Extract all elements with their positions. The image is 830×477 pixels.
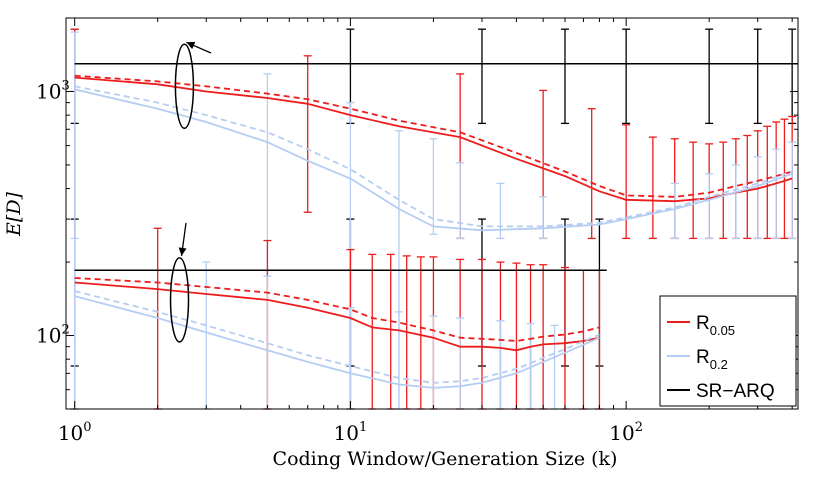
y-tick-exponent: 2 — [61, 323, 69, 338]
annotation-arrowhead-1 — [178, 247, 187, 256]
legend-label-main: SR−ARQ — [696, 381, 775, 402]
series-line-9 — [74, 290, 600, 384]
legend-label-subscript: 0.2 — [710, 357, 728, 372]
x-tick-exponent: 1 — [359, 420, 367, 435]
series-layer — [70, 28, 798, 410]
series-line-5 — [74, 85, 793, 228]
x-axis-label: Coding Window/Generation Size (k) — [273, 448, 618, 470]
legend-label-subscript: 0.05 — [710, 323, 735, 338]
y-tick-base: 10 — [36, 79, 61, 103]
annotation-layer — [169, 41, 212, 343]
x-tick-exponent: 2 — [635, 420, 643, 435]
legend-label-main: R — [696, 347, 710, 368]
y-axis-label: E[D] — [3, 191, 25, 237]
y-tick-base: 10 — [36, 324, 61, 348]
legend-label-2: SR−ARQ — [696, 381, 775, 402]
x-tick-exponent: 0 — [83, 420, 91, 435]
legend-label-main: R — [696, 313, 710, 334]
annotation-ellipse-1 — [169, 257, 190, 343]
x-tick-base: 10 — [334, 421, 359, 445]
y-tick-label-1: 103 — [36, 78, 70, 103]
annotation-ellipse-0 — [174, 43, 195, 130]
series-line-4 — [74, 88, 793, 232]
errorbar-group-8 — [70, 237, 559, 410]
x-tick-base: 10 — [609, 421, 634, 445]
legend-label-1: R0.2 — [696, 347, 728, 372]
series-line-6 — [74, 281, 600, 352]
legend-box — [659, 295, 797, 407]
x-tick-label-2: 102 — [609, 420, 643, 445]
y-tick-exponent: 3 — [61, 78, 69, 93]
x-tick-base: 10 — [58, 421, 83, 445]
series-line-7 — [74, 277, 600, 342]
annotation-arrowhead-0 — [186, 41, 196, 50]
y-tick-label-0: 102 — [36, 323, 70, 348]
series-line-3 — [74, 74, 793, 198]
x-tick-label-1: 101 — [334, 420, 368, 445]
plot-frame — [65, 17, 799, 410]
legend-label-0: R0.05 — [696, 313, 735, 338]
x-tick-label-0: 100 — [58, 420, 92, 445]
series-line-8 — [74, 295, 600, 389]
